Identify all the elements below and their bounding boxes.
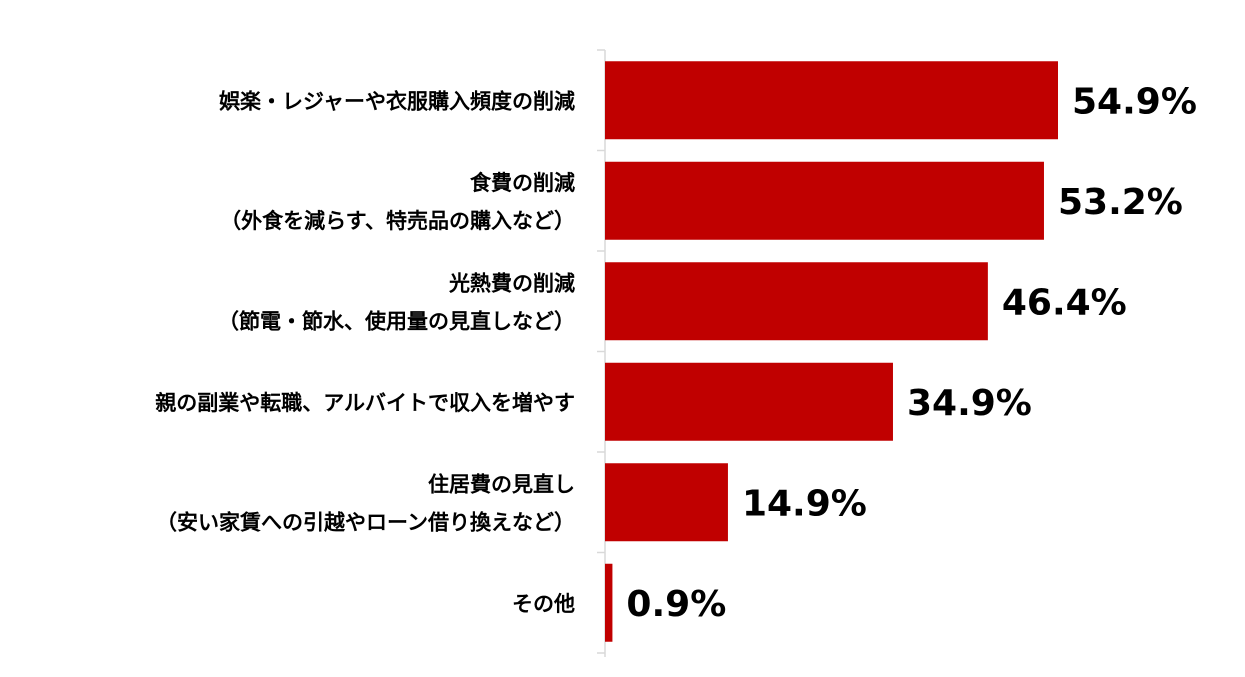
category-axis (597, 49, 606, 657)
data-label: 0.9% (626, 584, 726, 625)
data-label: 14.9% (742, 483, 867, 524)
data-label: 46.4% (1002, 282, 1127, 323)
bars (605, 61, 1058, 642)
category-label: 食費の削減 (470, 171, 575, 195)
category-label: （外食を減らす、特売品の購入など） (220, 209, 575, 233)
bar (605, 61, 1058, 140)
category-label: 娯楽・レジャーや衣服購入頻度の削減 (219, 89, 575, 113)
category-label: 住居費の見直し (428, 472, 575, 496)
bar (605, 362, 893, 441)
data-label: 54.9% (1072, 81, 1197, 122)
category-label: 光熱費の削減 (448, 271, 575, 295)
category-label: 親の副業や転職、アルバイトで収入を増やす (155, 391, 575, 415)
bar (605, 161, 1044, 240)
category-label: その他 (512, 592, 575, 616)
value-labels: 54.9% 53.2% 46.4% 34.9% 14.9% 0.9% (626, 81, 1196, 625)
category-label: （節電・節水、使用量の見直しなど） (218, 309, 575, 333)
bar (605, 262, 988, 341)
data-label: 53.2% (1058, 182, 1183, 223)
category-label: （安い家賃への引越やローン借り換えなど） (156, 510, 575, 534)
data-label: 34.9% (907, 383, 1032, 424)
bar (605, 463, 728, 542)
bar (605, 563, 613, 642)
